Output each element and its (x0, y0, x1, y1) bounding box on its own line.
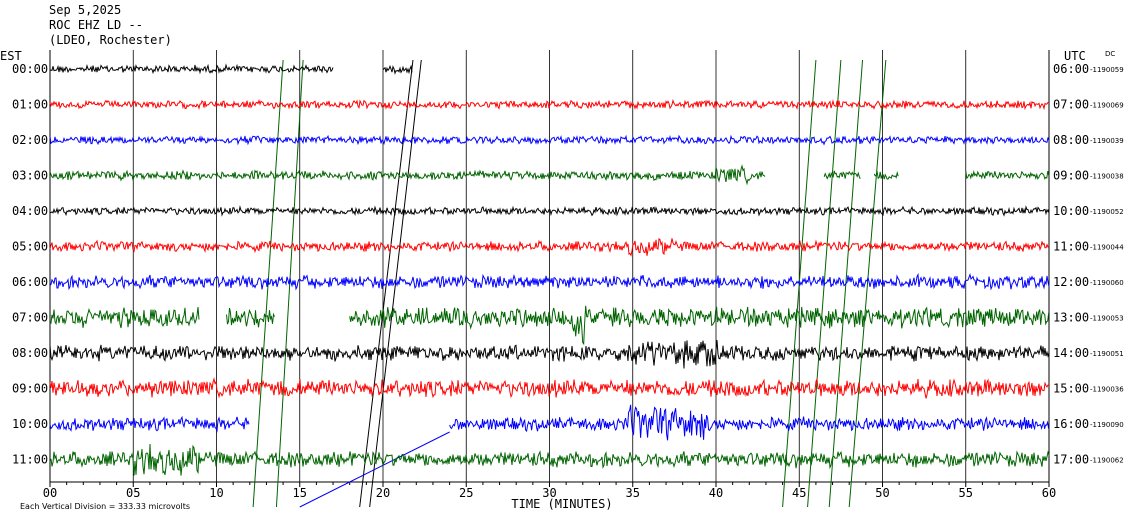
seismic-trace (49, 415, 250, 433)
utc-time-label: 06:00 (1053, 62, 1089, 76)
seismic-trace (449, 404, 1050, 441)
x-tick-label: 25 (459, 486, 473, 500)
est-time-label: 09:00 (12, 382, 48, 396)
est-time-label: 02:00 (12, 133, 48, 147)
seismic-trace (49, 205, 1050, 217)
utc-time-label: 11:00 (1053, 240, 1089, 254)
x-tick-label: 20 (376, 486, 390, 500)
x-tick-label: 30 (542, 486, 556, 500)
seismic-trace (49, 340, 1050, 369)
utc-time-label: 17:00 (1053, 453, 1089, 467)
left-zone-label: EST (0, 49, 22, 63)
est-time-label: 11:00 (12, 453, 48, 467)
seismic-trace (226, 307, 275, 328)
est-time-label: 01:00 (12, 98, 48, 112)
artifact-streak (275, 59, 304, 508)
dc-offset-label: -1190069 (1090, 102, 1124, 110)
utc-time-label: 08:00 (1053, 133, 1089, 147)
seismic-trace (49, 443, 1050, 476)
x-tick-label: 50 (875, 486, 889, 500)
est-time-label: 06:00 (12, 275, 48, 289)
dc-offset-label: -1190060 (1090, 279, 1124, 287)
dc-offset-label: -1190038 (1090, 173, 1124, 181)
utc-time-label: 09:00 (1053, 169, 1089, 183)
est-time-label: 03:00 (12, 169, 48, 183)
x-tick-label: 45 (792, 486, 806, 500)
station-label: ROC EHZ LD -- (49, 18, 143, 32)
x-tick-label: 40 (709, 486, 723, 500)
est-time-label: 04:00 (12, 204, 48, 218)
seismic-trace (49, 237, 1050, 257)
est-time-label: 00:00 (12, 62, 48, 76)
dc-offset-label: -1190059 (1090, 66, 1124, 74)
utc-time-label: 14:00 (1053, 346, 1089, 360)
dc-label: DC (1105, 50, 1115, 58)
dc-offset-label: -1190044 (1090, 244, 1124, 252)
seismic-trace (382, 64, 413, 75)
utc-time-label: 07:00 (1053, 98, 1089, 112)
dc-offset-label: -1190039 (1090, 137, 1124, 145)
dc-offset-label: -1190052 (1090, 208, 1124, 216)
right-zone-label: UTC (1064, 49, 1086, 63)
est-time-label: 08:00 (12, 346, 48, 360)
seismic-trace (49, 134, 1050, 146)
est-time-label: 10:00 (12, 417, 48, 431)
network-label: (LDEO, Rochester) (49, 33, 172, 47)
x-tick-label: 55 (959, 486, 973, 500)
seismic-trace (349, 305, 1050, 346)
x-tick-label: 35 (626, 486, 640, 500)
scale-note: Each Vertical Division = 333.33 microvol… (20, 502, 190, 511)
seismic-trace (49, 306, 200, 329)
artifact-streak (848, 59, 887, 508)
seismic-trace (823, 170, 861, 180)
seismic-trace (49, 63, 334, 75)
date-label: Sep 5,2025 (49, 3, 122, 17)
x-tick-label: 00 (43, 486, 57, 500)
x-axis-label: TIME (MINUTES) (511, 497, 612, 511)
seismic-trace (873, 170, 899, 180)
seismic-trace (49, 272, 1050, 291)
dc-offset-label: -1190090 (1090, 421, 1124, 429)
x-tick-label: 15 (293, 486, 307, 500)
artifact-streak (369, 59, 422, 508)
utc-time-label: 12:00 (1053, 275, 1089, 289)
utc-time-label: 16:00 (1053, 417, 1089, 431)
seismic-trace (965, 170, 1050, 180)
dc-offset-label: -1190062 (1090, 457, 1124, 465)
est-time-label: 05:00 (12, 240, 48, 254)
dc-offset-label: -1190053 (1090, 315, 1124, 323)
est-time-label: 07:00 (12, 311, 48, 325)
trace-group (49, 63, 1050, 476)
utc-time-label: 10:00 (1053, 204, 1089, 218)
utc-time-label: 15:00 (1053, 382, 1089, 396)
x-tick-label: 10 (209, 486, 223, 500)
artifact-streak (252, 59, 284, 508)
utc-time-label: 13:00 (1053, 311, 1089, 325)
seismic-trace (49, 164, 766, 186)
seismic-trace (49, 98, 1050, 111)
seismic-trace (49, 377, 1050, 399)
artifact-streak (299, 431, 450, 508)
x-tick-label: 05 (126, 486, 140, 500)
x-tick-label: 60 (1042, 486, 1056, 500)
chart-labels: 00 05 10 15 20 25 30 35 40 45 50 55 60 TIME (MINUTES)… (0, 49, 1124, 511)
dc-offset-label: -1190051 (1090, 350, 1124, 358)
dc-offset-label: -1190036 (1090, 386, 1124, 394)
